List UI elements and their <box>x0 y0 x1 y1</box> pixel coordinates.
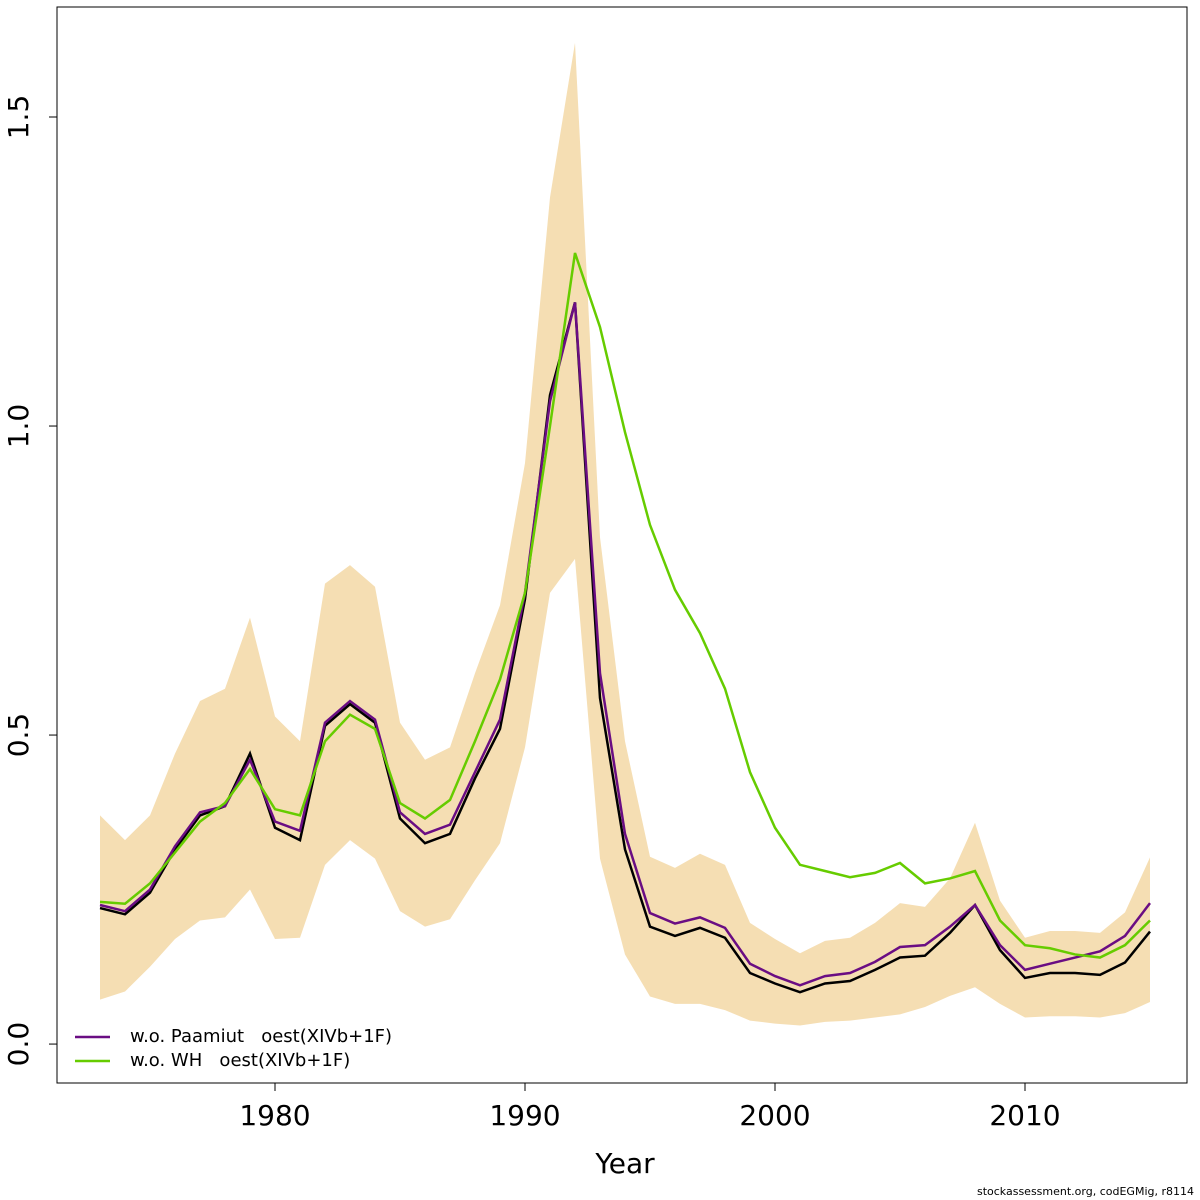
x-tick-label: 2010 <box>989 1099 1060 1132</box>
y-tick-label: 1.0 <box>2 404 35 449</box>
confidence-band <box>100 42 1150 1026</box>
y-tick-label: 0.0 <box>2 1022 35 1067</box>
series-line <box>99 252 1151 959</box>
y-tick-label: 0.5 <box>2 713 35 758</box>
y-tick-label: 1.5 <box>2 95 35 140</box>
footnote: stockassessment.org, codEGMig, r8114 <box>977 1185 1194 1198</box>
legend-label: w.o. Paamiut oest(XIVb+1F) <box>130 1026 392 1047</box>
legend-label: w.o. WH oest(XIVb+1F) <box>130 1050 350 1071</box>
series-line <box>99 302 1151 987</box>
x-axis-label: Year <box>594 1147 655 1180</box>
x-tick-label: 2000 <box>739 1099 810 1132</box>
plot-frame <box>56 6 1188 1084</box>
x-tick-label: 1980 <box>239 1099 310 1132</box>
x-tick-label: 1990 <box>489 1099 560 1132</box>
